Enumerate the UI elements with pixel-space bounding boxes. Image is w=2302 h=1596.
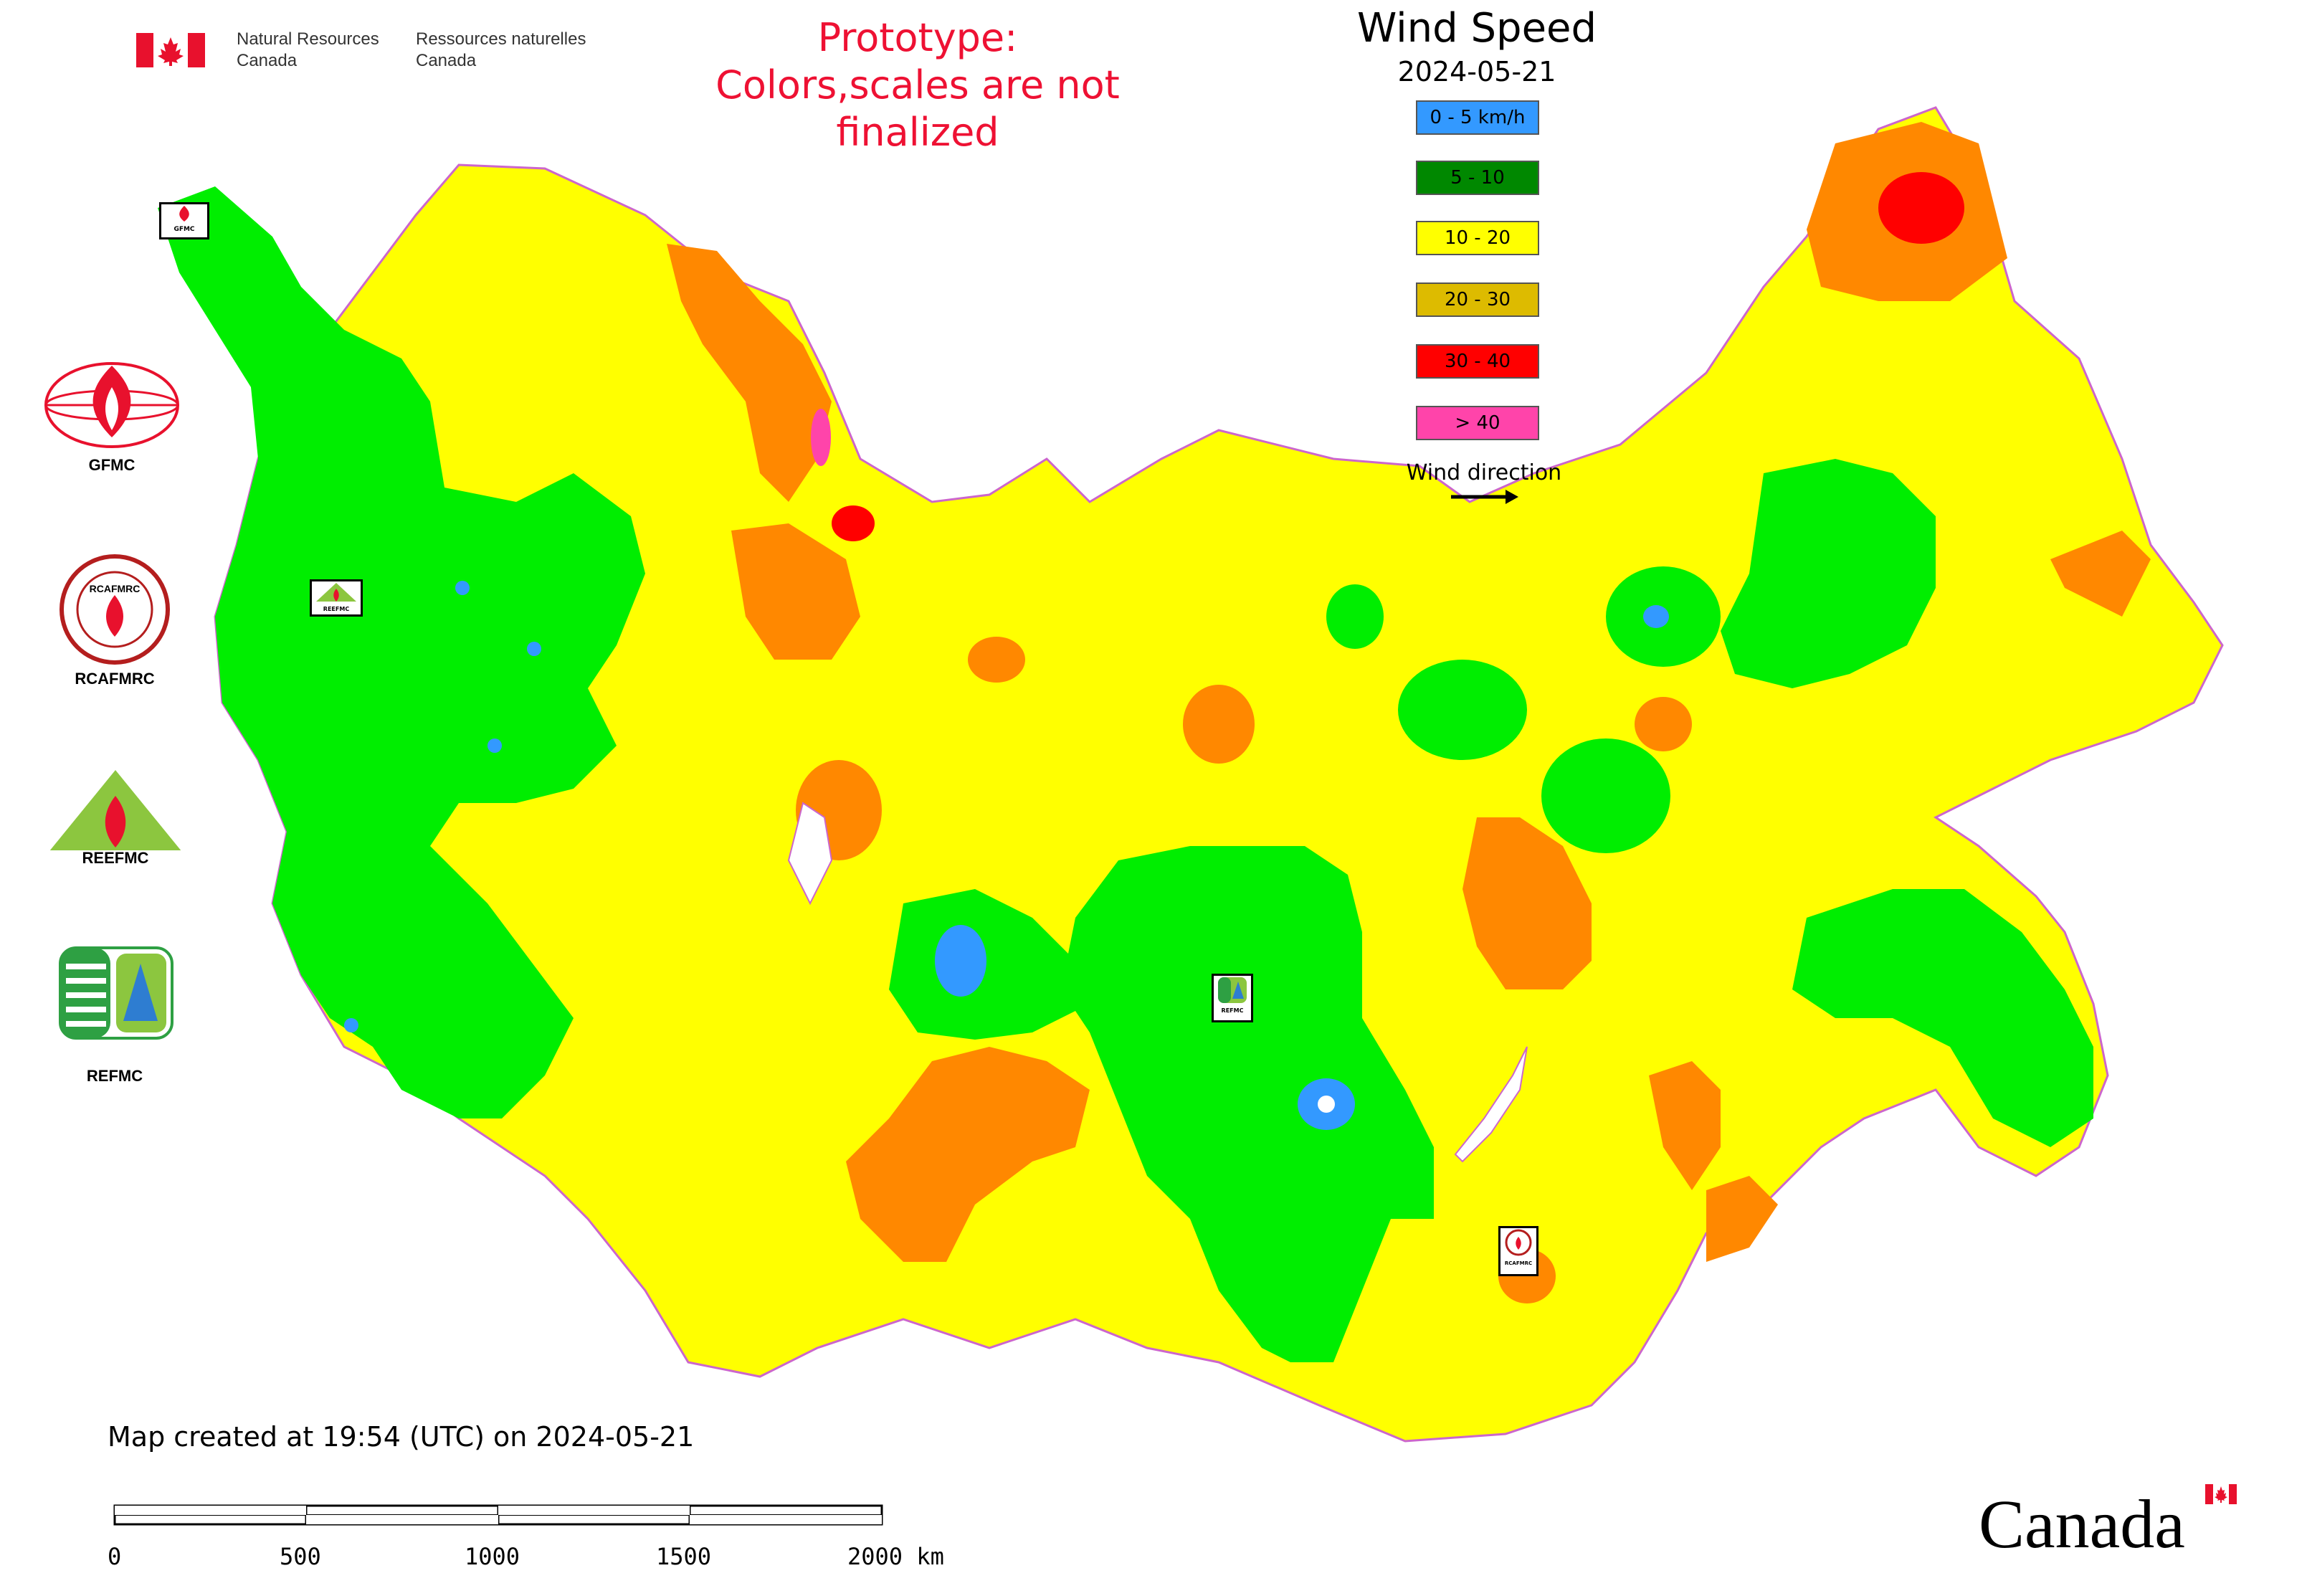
caspian-sea — [787, 802, 833, 906]
canada-wordmark: Canada — [1979, 1484, 2237, 1563]
agency-name-en: Natural Resources Canada — [237, 29, 379, 72]
legend-date: 2024-05-21 — [1397, 56, 1556, 87]
orange-zone-ural — [1183, 685, 1255, 764]
marker-reefmc-label: REEFMC — [323, 606, 350, 612]
scale-tick-0: 0 — [108, 1543, 121, 1570]
marker-rcafmrc[interactable]: RCAFMRC — [1498, 1226, 1538, 1276]
marker-gfmc[interactable]: GFMC — [159, 202, 209, 239]
wind-direction-label: Wind direction — [1406, 460, 1562, 485]
canada-flag-icon — [136, 33, 205, 67]
green-zone-northeast — [1721, 459, 1936, 688]
marker-reefmc[interactable]: REEFMC — [310, 579, 363, 617]
orange-zone-far-east — [1649, 1061, 1721, 1190]
orange-zone-yamal — [968, 637, 1025, 683]
orange-zone-west-russia — [731, 523, 860, 660]
blue-zone-west-2 — [527, 642, 541, 656]
orange-zone-kola — [667, 244, 832, 502]
orange-zone-lena — [1635, 697, 1692, 751]
orange-zone-manchuria — [1706, 1176, 1778, 1262]
agency-name-fr-line1: Ressources naturelles — [416, 29, 586, 49]
rcafmrc-seal-icon: RCAFMRC — [60, 554, 170, 665]
scale-tick-1000: 1000 — [465, 1543, 520, 1570]
agency-name-fr: Ressources naturelles Canada — [416, 29, 586, 72]
prototype-notice-line1: Prototype: — [817, 15, 1018, 60]
legend-item-10-20: 10 - 20 — [1416, 221, 1539, 255]
gfmc-label: GFMC — [88, 456, 135, 474]
blue-zone-west-3 — [487, 738, 502, 753]
marker-reefmc-icon — [316, 583, 356, 602]
blue-zone-west-1 — [455, 581, 470, 595]
scale-tick-500: 500 — [280, 1543, 321, 1570]
legend-item-0-5: 0 - 5 km/h — [1416, 100, 1539, 135]
pink-zone-murmansk — [811, 409, 831, 466]
marker-gfmc-icon — [179, 206, 189, 222]
legend-item-30-40: 30 - 40 — [1416, 344, 1539, 379]
reefmc-logo-text: REEFMC — [82, 849, 149, 867]
red-zone-white-sea — [832, 505, 875, 541]
blue-zone-west-4 — [344, 1018, 358, 1032]
gfmc-fire-globe-icon — [44, 362, 179, 448]
scale-tick-1500: 1500 — [656, 1543, 711, 1570]
refmc-emblem-icon — [59, 946, 173, 1040]
marker-rcafmrc-icon — [1505, 1229, 1532, 1256]
marker-rcafmrc-label: RCAFMRC — [1504, 1260, 1533, 1266]
rcafmrc-label: RCAFMRC — [75, 670, 155, 688]
refmc-label: REFMC — [86, 1067, 143, 1085]
orange-zone-kamchatka — [2050, 531, 2151, 617]
canada-wordmark-flag-icon — [2205, 1484, 2237, 1504]
canada-wordmark-text: Canada — [1979, 1486, 2185, 1562]
lake-baikal — [1454, 1046, 1528, 1163]
legend-item-5-10: 5 - 10 — [1416, 161, 1539, 195]
green-zone-east-coast — [1792, 889, 2093, 1147]
blue-zone-center-white — [1318, 1096, 1335, 1113]
rcafmrc-seal-ring-text: RCAFMRC — [90, 583, 141, 594]
agency-name-en-line1: Natural Resources — [237, 29, 379, 49]
agency-name-en-line2: Canada — [237, 51, 298, 70]
green-zone-taymyr — [1326, 584, 1384, 649]
green-zone-west — [158, 186, 645, 1118]
map-created-timestamp: Map created at 19:54 (UTC) on 2024-05-21 — [108, 1421, 695, 1453]
legend-item-20-30: 20 - 30 — [1416, 282, 1539, 317]
green-zone-central — [1061, 846, 1434, 1362]
green-zone-west-siberia — [889, 889, 1090, 1040]
legend-title: Wind Speed — [1356, 5, 1597, 52]
orange-zone-central-siberia — [1462, 817, 1592, 989]
blue-zone-baikal-west — [935, 925, 986, 997]
blue-zone-yakutia — [1643, 605, 1669, 628]
legend-item-gt-40: > 40 — [1416, 406, 1539, 440]
orange-zone-kazakhstan — [846, 1047, 1090, 1262]
green-zone-east-siberia — [1541, 738, 1670, 853]
agency-name-fr-line2: Canada — [416, 51, 477, 70]
prototype-notice-line2: Colors,scales are not finalized — [715, 62, 1120, 155]
scale-bar: 0 500 1000 1500 2000 km — [108, 1504, 944, 1570]
scale-tick-2000: 2000 km — [847, 1543, 944, 1570]
reefmc-triangle-icon: REEFMC — [43, 770, 188, 867]
marker-refmc-label: REFMC — [1221, 1007, 1244, 1014]
red-zone-chukotka — [1878, 172, 1964, 244]
marker-refmc[interactable]: REFMC — [1212, 974, 1253, 1022]
marker-gfmc-label: GFMC — [173, 226, 195, 233]
nrcan-signature: Natural Resources Canada Ressources natu… — [136, 27, 609, 73]
green-zone-yakutia — [1398, 660, 1527, 760]
wind-direction-arrow-icon — [1451, 490, 1518, 504]
marker-refmc-icon — [1218, 977, 1247, 1003]
prototype-notice: Prototype: Colors,scales are not finaliz… — [638, 14, 1197, 156]
